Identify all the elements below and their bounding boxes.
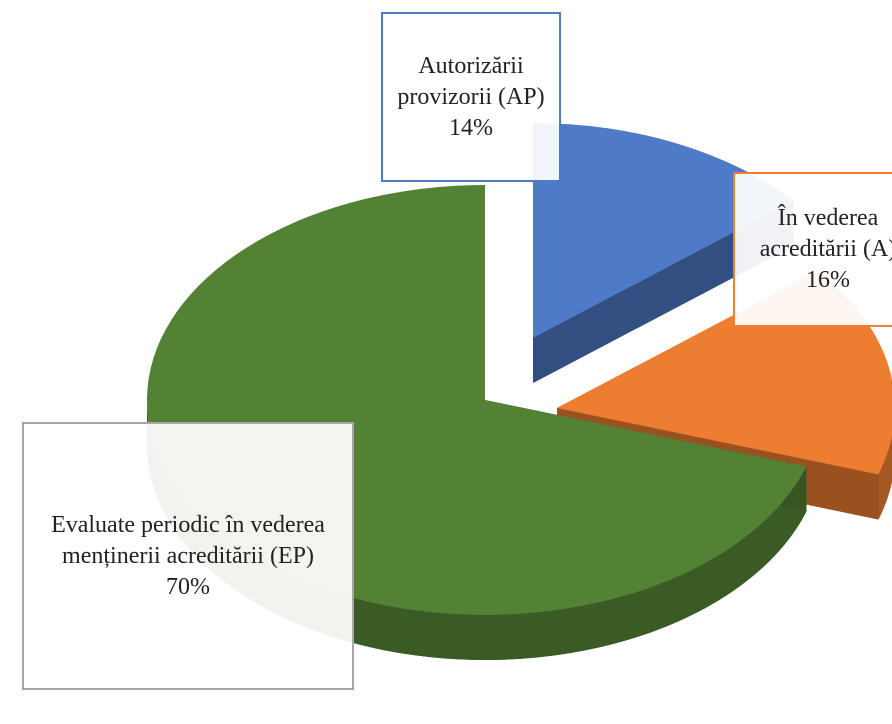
label-box: În vederea acreditării (A) 16% [733,172,892,327]
label-box: Autorizării provizorii (AP) 14% [381,12,561,182]
slice [533,123,794,338]
slice-side [878,436,892,520]
category-label: Autorizării provizorii (AP) [397,52,545,110]
value-label: 16% [806,267,850,293]
value-label: 14% [449,114,493,141]
slice-edge [533,200,794,383]
category-label: În vederea acreditării (A) [759,205,892,262]
label-box: Evaluate periodic în vederea menținerii … [22,422,354,690]
category-label: Evaluate periodic în vederea menținerii … [51,511,325,569]
value-label: 70% [166,573,210,600]
